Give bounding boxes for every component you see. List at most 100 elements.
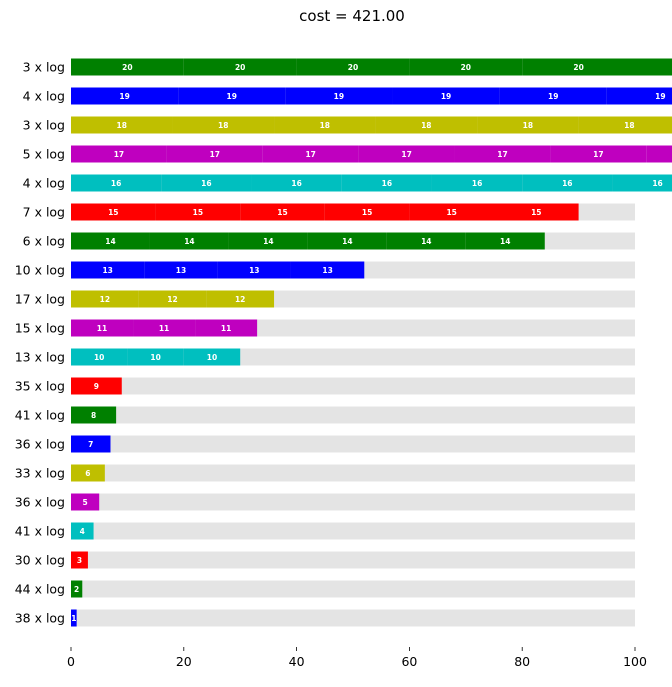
- segment-label: 16: [382, 179, 392, 188]
- bar-segment: [71, 319, 134, 337]
- segment-label: 15: [193, 208, 203, 217]
- segment-label: 15: [362, 208, 372, 217]
- segment-label: 15: [108, 208, 118, 217]
- bar-segment: [646, 145, 672, 163]
- segment-label: 14: [421, 237, 431, 246]
- y-tick-label: 36 x log: [15, 437, 65, 452]
- bar-segment: [499, 87, 607, 105]
- bar-segment: [324, 203, 410, 221]
- segment-label: 17: [401, 150, 411, 159]
- segment-label: 10: [94, 353, 104, 362]
- segment-label: 10: [150, 353, 160, 362]
- bar-segment: [392, 87, 500, 105]
- segment-label: 18: [523, 121, 533, 130]
- bar-segment: [635, 58, 672, 76]
- segment-label: 16: [201, 179, 211, 188]
- bar-segment: [375, 116, 478, 134]
- y-tick-label: 41 x log: [15, 524, 65, 539]
- x-axis: 0 20 40 60 80 100: [67, 647, 647, 669]
- bar-segment: [133, 319, 196, 337]
- bar-segment: [71, 580, 83, 598]
- bar-row: 5 36 x log: [15, 493, 635, 511]
- y-tick-label: 41 x log: [15, 408, 65, 423]
- bar-segment: [178, 87, 286, 105]
- y-tick-label: 4 x log: [23, 176, 65, 191]
- bar-segment: [341, 174, 432, 192]
- y-tick-label: 17 x log: [15, 292, 65, 307]
- segment-label: 14: [342, 237, 352, 246]
- bar-segment: [195, 319, 258, 337]
- bar-segment: [71, 203, 156, 221]
- bar-row: 1 38 x log: [15, 609, 635, 627]
- y-tick-label: 15 x log: [15, 321, 65, 336]
- segment-label: 13: [249, 266, 259, 275]
- bar-segment: [612, 174, 672, 192]
- segment-label: 18: [218, 121, 228, 130]
- bar-segment: [172, 116, 275, 134]
- bar-segment: [144, 261, 218, 279]
- y-tick-label: 44 x log: [15, 582, 65, 597]
- segment-label: 18: [421, 121, 431, 130]
- y-tick-label: 30 x log: [15, 553, 65, 568]
- segment-label: 10: [207, 353, 217, 362]
- bar-segment: [550, 145, 647, 163]
- y-tick-label: 35 x log: [15, 379, 65, 394]
- bar-segment: [409, 203, 494, 221]
- bar-row: 14 14 14 14 14 14 6 x log: [23, 232, 635, 250]
- segment-label: 11: [159, 324, 169, 333]
- capacity-bar: [71, 435, 635, 453]
- segment-label: 13: [176, 266, 186, 275]
- segment-label: 17: [114, 150, 124, 159]
- bar-segment: [454, 145, 551, 163]
- bar-segment: [409, 58, 523, 76]
- bar-segment: [358, 145, 455, 163]
- bar-row: 17171717171717171717175 x log: [23, 145, 672, 163]
- bar-segment: [71, 116, 173, 134]
- capacity-bar: [71, 464, 635, 482]
- bar-segment: [477, 116, 579, 134]
- segment-label: 16: [652, 179, 662, 188]
- y-tick-label: 3 x log: [23, 60, 65, 75]
- bar-rows: 202020202020202020202020202020202020203 …: [15, 58, 672, 627]
- capacity-bar: [71, 493, 635, 511]
- segment-label: 6: [85, 469, 90, 478]
- bar-row: 2 44 x log: [15, 580, 635, 598]
- bar-segment: [183, 348, 241, 366]
- bar-segment: [290, 261, 365, 279]
- bar-segment: [71, 493, 100, 511]
- segment-label: 20: [235, 63, 245, 72]
- segment-label: 1: [71, 614, 76, 623]
- segment-label: 19: [119, 92, 129, 101]
- y-tick-label: 38 x log: [15, 611, 65, 626]
- segment-label: 15: [277, 208, 287, 217]
- bar-segment: [71, 261, 145, 279]
- x-tick-label: 40: [289, 654, 305, 669]
- bar-segment: [262, 145, 359, 163]
- segment-label: 20: [348, 63, 358, 72]
- bar-row: 11 11 11 15 x log: [15, 319, 635, 337]
- bar-segment: [71, 145, 167, 163]
- segment-label: 18: [624, 121, 634, 130]
- segment-label: 9: [94, 382, 99, 391]
- segment-label: 19: [655, 92, 665, 101]
- segment-label: 14: [500, 237, 510, 246]
- segment-label: 19: [548, 92, 558, 101]
- segment-label: 11: [97, 324, 107, 333]
- bar-row: 12 12 12 17 x log: [15, 290, 635, 308]
- bar-segment: [166, 145, 263, 163]
- segment-label: 3: [77, 556, 82, 565]
- bar-segment: [71, 232, 150, 250]
- segment-label: 17: [497, 150, 507, 159]
- segment-label: 17: [305, 150, 315, 159]
- capacity-bar: [71, 580, 635, 598]
- bar-segment: [71, 522, 94, 540]
- bar-row: 1818181818181818181818183 x log: [23, 116, 672, 134]
- bar-row: 9 35 x log: [15, 377, 635, 395]
- segment-label: 16: [562, 179, 572, 188]
- segment-label: 2: [74, 585, 79, 594]
- x-tick-label: 20: [176, 654, 192, 669]
- segment-label: 20: [573, 63, 583, 72]
- bar-segment: [71, 406, 117, 424]
- bar-segment: [206, 290, 275, 308]
- bar-segment: [307, 232, 387, 250]
